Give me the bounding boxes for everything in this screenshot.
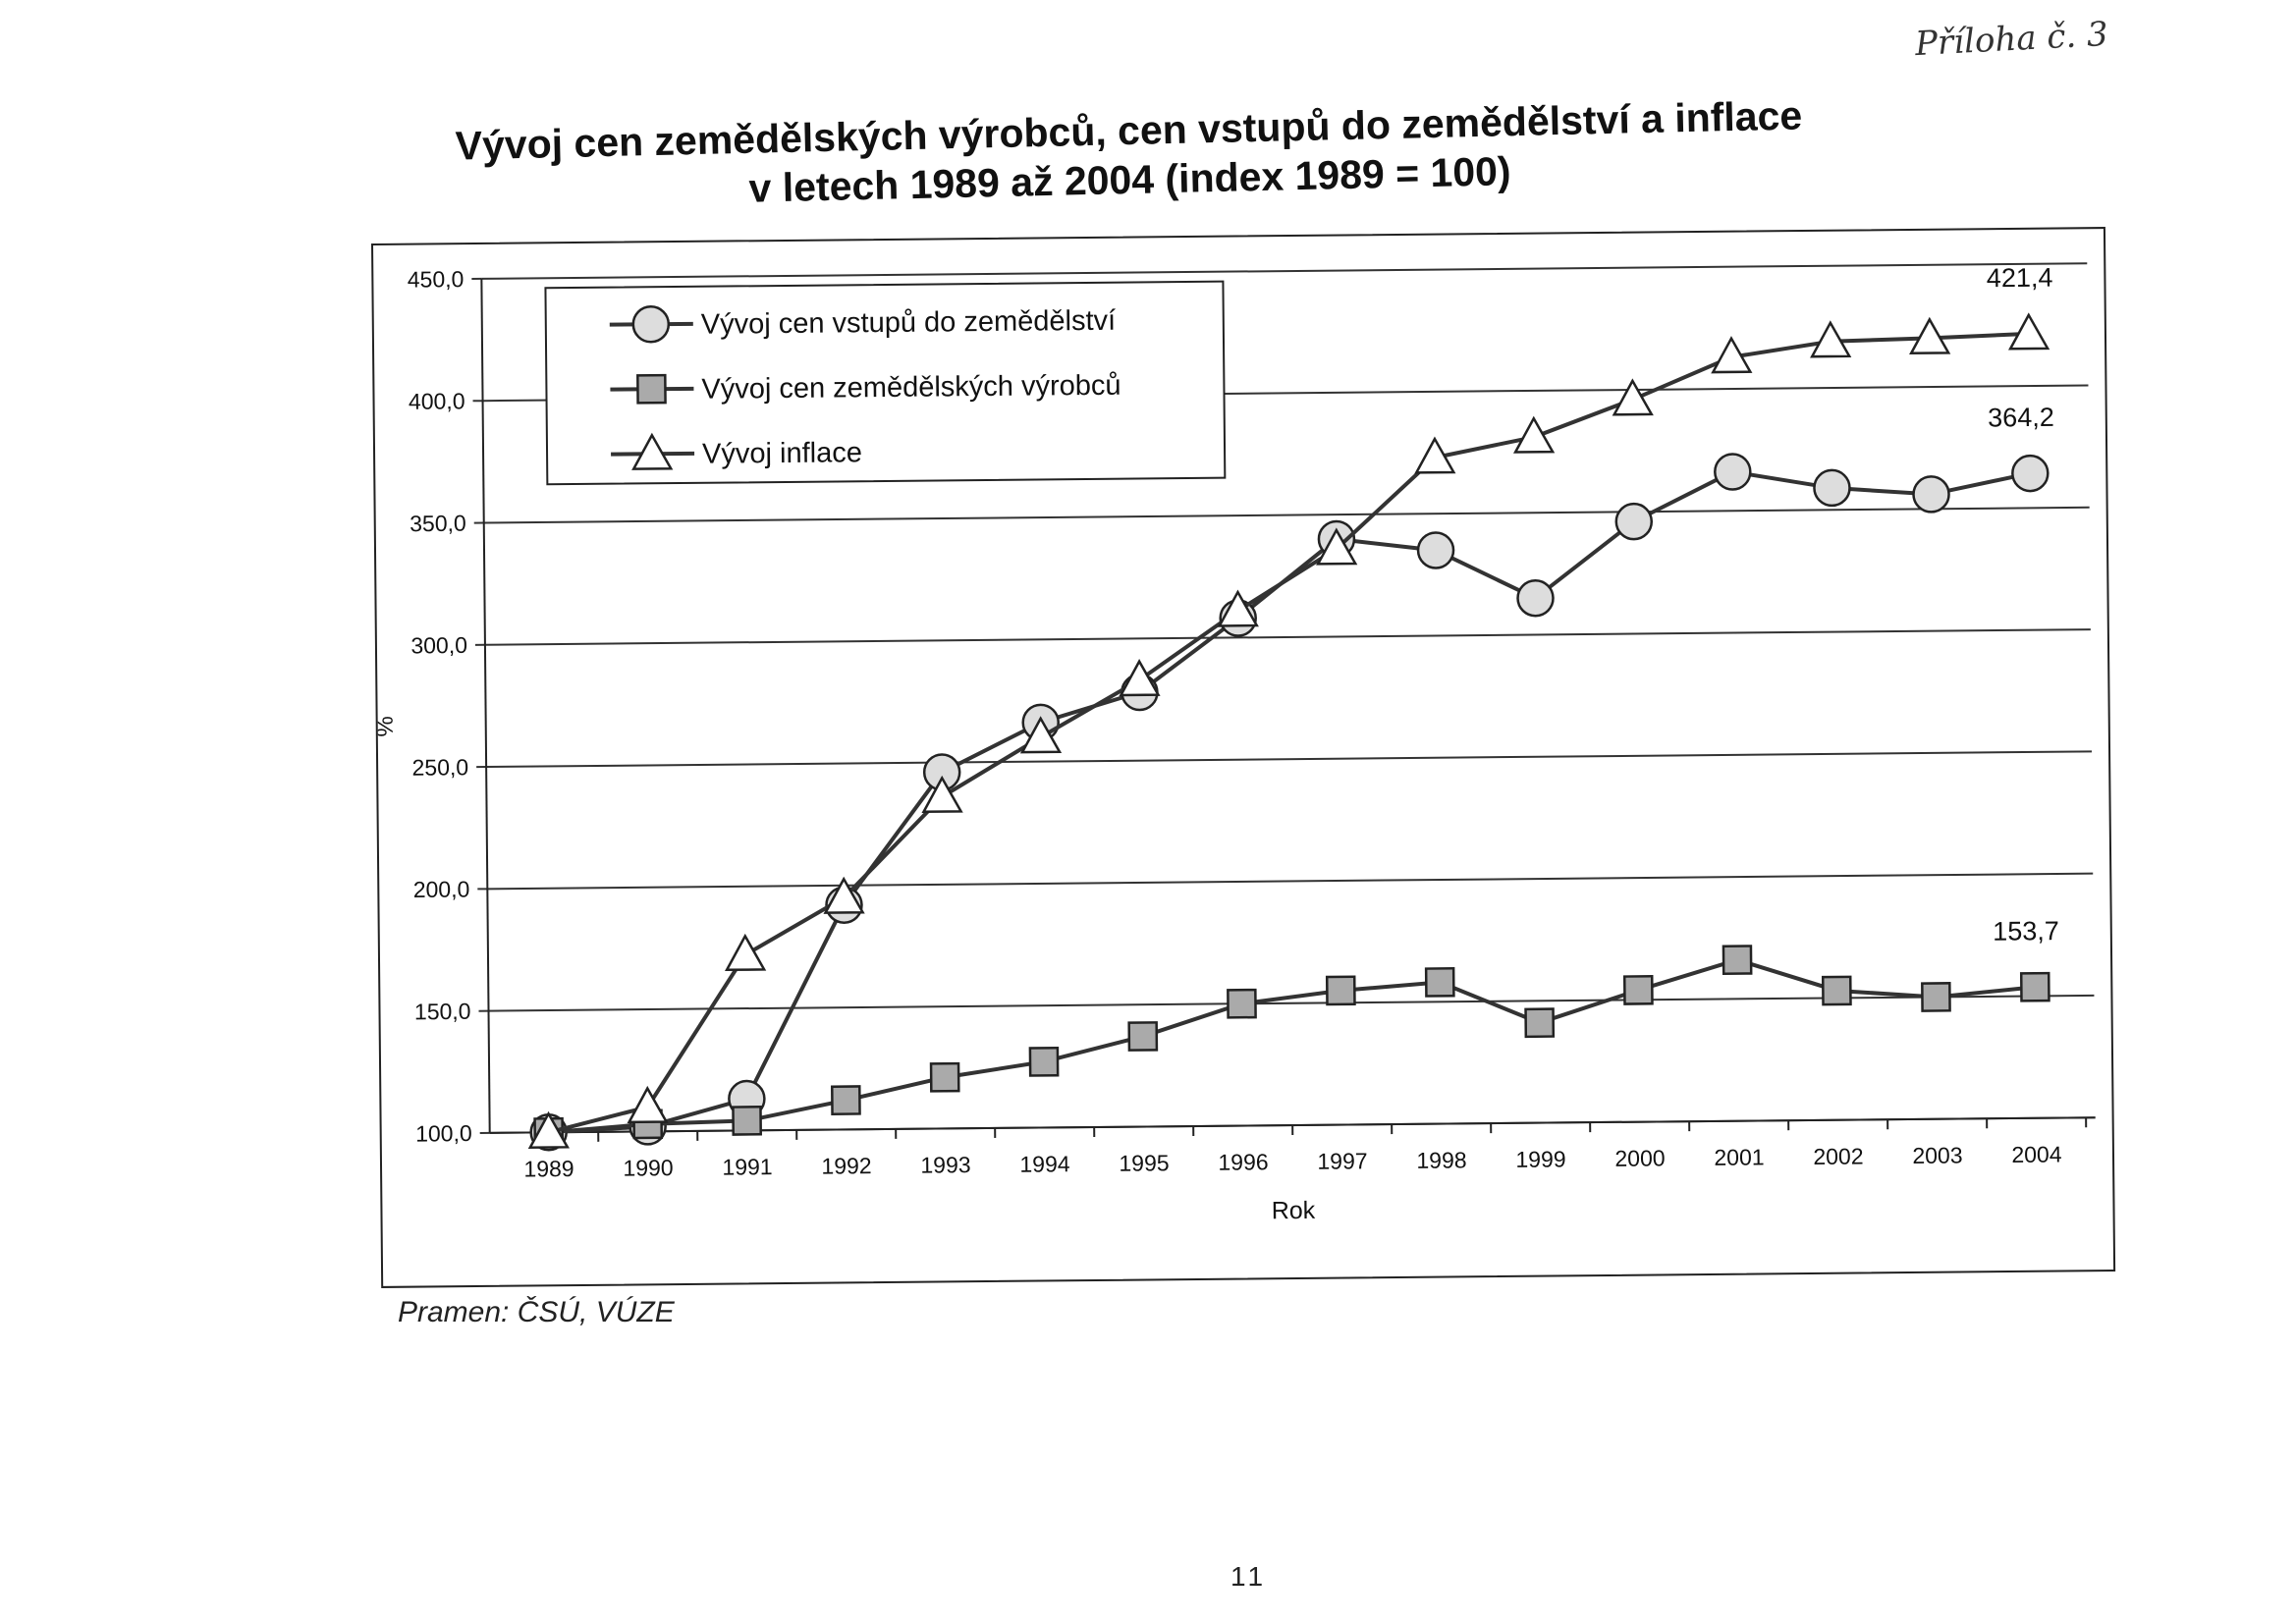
data-point-square bbox=[831, 1085, 861, 1115]
page-number: 11 bbox=[1230, 1561, 1268, 1592]
annex-handwritten-note: Příloha č. 3 bbox=[1914, 14, 2109, 65]
data-point-square bbox=[1622, 975, 1654, 1005]
data-point-square bbox=[1921, 982, 1951, 1012]
y-tick-label: 350,0 bbox=[410, 511, 466, 537]
legend-item-label: Vývoj cen zemědělských výrobců bbox=[701, 370, 1121, 406]
data-label: 421,4 bbox=[1987, 263, 2053, 294]
data-point-circle bbox=[1714, 453, 1752, 491]
data-point-triangle bbox=[1612, 378, 1654, 416]
y-tick-label: 250,0 bbox=[411, 754, 468, 781]
x-tick-label: 2004 bbox=[2011, 1142, 2062, 1167]
x-tick-label: 1999 bbox=[1515, 1146, 1565, 1171]
gridline bbox=[487, 872, 2094, 891]
data-point-triangle bbox=[1909, 316, 1951, 354]
data-point-triangle bbox=[1119, 659, 1161, 697]
x-tick-label: 1991 bbox=[722, 1154, 772, 1179]
y-axis-title: % bbox=[373, 716, 399, 737]
x-tick-label: 1997 bbox=[1317, 1148, 1367, 1173]
data-point-triangle bbox=[1711, 336, 1753, 374]
source-note: Pramen: ČSÚ, VÚZE bbox=[398, 1296, 675, 1328]
data-point-triangle bbox=[725, 933, 767, 972]
y-tick-label: 400,0 bbox=[409, 388, 465, 414]
data-point-circle bbox=[1912, 475, 1950, 514]
series-line bbox=[548, 957, 2036, 1135]
data-point-circle bbox=[631, 305, 671, 344]
x-tick-label: 1995 bbox=[1119, 1150, 1169, 1175]
x-tick-label: 1990 bbox=[623, 1155, 673, 1180]
data-point-square bbox=[1227, 988, 1257, 1019]
x-tick-label: 1996 bbox=[1218, 1149, 1268, 1174]
data-point-circle bbox=[1416, 531, 1455, 569]
data-point-triangle bbox=[2007, 312, 2050, 351]
data-point-circle bbox=[2011, 454, 2050, 493]
gridline bbox=[483, 506, 2090, 524]
chart-frame: 100,0 150,0 200,0 250,0 300,0 350,0 400,0 450,0… bbox=[371, 227, 2116, 1288]
y-tick-label: 200,0 bbox=[413, 876, 470, 902]
data-point-square bbox=[1325, 975, 1356, 1006]
y-tick-label: 450,0 bbox=[408, 266, 465, 293]
line-chart: 100,0 150,0 200,0 250,0 300,0 350,0 400,0 450,0… bbox=[373, 262, 2096, 1224]
data-label: 153,7 bbox=[1993, 916, 2059, 947]
data-point-square bbox=[1424, 967, 1455, 998]
x-axis-title: Rok bbox=[1272, 1197, 1316, 1224]
data-point-triangle bbox=[1019, 716, 1063, 754]
data-point-triangle bbox=[1414, 436, 1456, 474]
data-point-square bbox=[636, 373, 667, 405]
x-tick-label: 1992 bbox=[821, 1153, 871, 1178]
data-point-triangle bbox=[921, 775, 963, 814]
data-label: 364,2 bbox=[1988, 403, 2054, 433]
gridline bbox=[481, 262, 2088, 280]
y-tick-label: 100,0 bbox=[415, 1120, 472, 1147]
x-tick-label: 1998 bbox=[1416, 1147, 1466, 1172]
x-tick-label: 2000 bbox=[1614, 1145, 1665, 1170]
data-point-triangle bbox=[1512, 415, 1556, 454]
data-point-square bbox=[1524, 1007, 1556, 1039]
data-point-circle bbox=[1516, 578, 1555, 618]
data-point-triangle bbox=[631, 432, 674, 470]
data-point-triangle bbox=[627, 1085, 669, 1124]
x-tick-label: 1989 bbox=[523, 1156, 574, 1181]
chart-title: Vývoj cen zemědělských výrobců, cen vstu… bbox=[294, 87, 1965, 224]
data-point-square bbox=[1722, 945, 1753, 976]
data-point-square bbox=[1028, 1046, 1060, 1077]
data-point-circle bbox=[1813, 468, 1851, 508]
data-point-square bbox=[929, 1061, 960, 1093]
data-point-square bbox=[2019, 971, 2050, 1002]
y-axis bbox=[480, 278, 491, 1133]
data-point-triangle bbox=[1810, 320, 1852, 358]
data-point-square bbox=[1821, 975, 1852, 1006]
series-line bbox=[548, 331, 2030, 1135]
legend-box bbox=[544, 280, 1227, 486]
data-point-triangle bbox=[1217, 589, 1259, 627]
x-tick-label: 2001 bbox=[1714, 1144, 1764, 1169]
data-point-triangle bbox=[823, 876, 865, 914]
y-tick-label: 150,0 bbox=[414, 999, 471, 1025]
data-point-square bbox=[732, 1106, 762, 1136]
gridline bbox=[486, 750, 2093, 769]
data-point-triangle bbox=[1316, 527, 1358, 566]
legend-item-label: Vývoj cen vstupů do zemědělství bbox=[701, 305, 1117, 341]
x-tick-label: 1994 bbox=[1019, 1151, 1070, 1176]
data-point-circle bbox=[1614, 502, 1654, 541]
data-point-square bbox=[1127, 1021, 1159, 1052]
legend-item-label: Vývoj inflace bbox=[702, 437, 862, 470]
y-tick-label: 300,0 bbox=[410, 632, 467, 659]
data-point-triangle bbox=[527, 1110, 570, 1149]
x-tick-label: 2003 bbox=[1912, 1142, 1962, 1167]
gridline bbox=[484, 628, 2091, 646]
x-tick-label: 2002 bbox=[1813, 1143, 1863, 1168]
series-line bbox=[548, 469, 2031, 1135]
x-tick-label: 1993 bbox=[920, 1152, 970, 1177]
